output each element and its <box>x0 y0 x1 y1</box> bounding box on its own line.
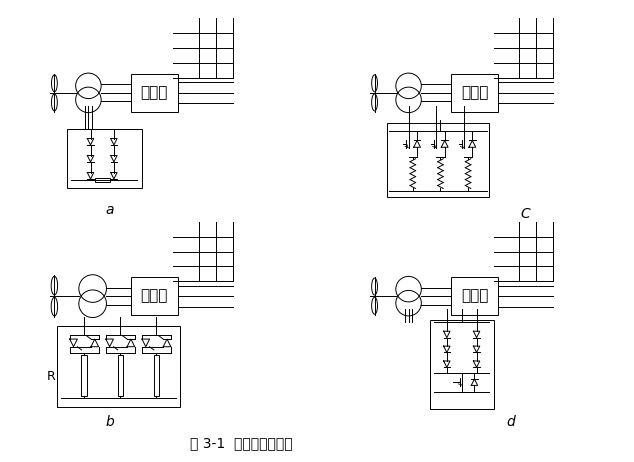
Bar <box>451 74 498 112</box>
Text: 图 3-1  主动式撬棒电路: 图 3-1 主动式撬棒电路 <box>190 437 292 450</box>
Bar <box>451 277 498 315</box>
Text: 变流器: 变流器 <box>141 289 168 304</box>
Bar <box>131 74 178 112</box>
Bar <box>154 355 159 396</box>
Text: a: a <box>105 203 114 217</box>
Bar <box>94 178 110 182</box>
Bar <box>118 355 123 396</box>
Bar <box>430 320 494 409</box>
Bar <box>387 122 489 197</box>
Text: R: R <box>47 371 56 383</box>
Text: d: d <box>506 414 515 429</box>
Text: C: C <box>521 207 530 221</box>
Bar <box>131 277 178 315</box>
Bar <box>82 355 87 396</box>
Text: 变流器: 变流器 <box>461 289 488 304</box>
Bar <box>56 326 180 407</box>
Text: 变流器: 变流器 <box>461 85 488 100</box>
Text: b: b <box>105 414 114 429</box>
Bar <box>67 129 141 188</box>
Text: 变流器: 变流器 <box>141 85 168 100</box>
